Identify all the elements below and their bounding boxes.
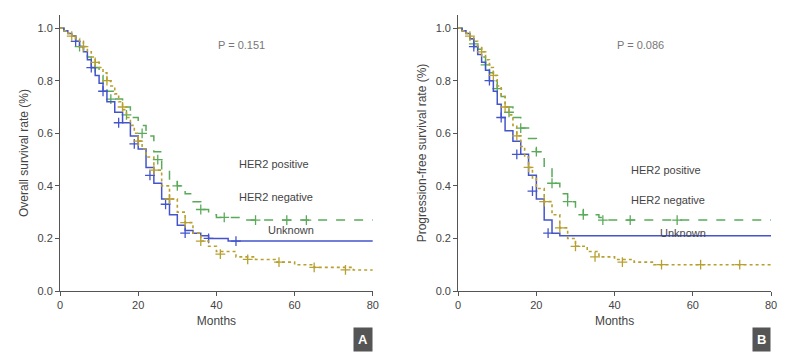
svg-text:B: B xyxy=(757,332,766,347)
svg-text:HER2 negative: HER2 negative xyxy=(631,194,705,206)
svg-text:0.8: 0.8 xyxy=(436,75,451,87)
svg-text:0: 0 xyxy=(57,299,63,311)
svg-text:Unknown: Unknown xyxy=(660,227,706,239)
svg-text:Progression-free survival rate: Progression-free survival rate (%) xyxy=(415,64,429,243)
svg-text:0.2: 0.2 xyxy=(38,232,53,244)
svg-text:HER2 negative: HER2 negative xyxy=(239,191,313,203)
svg-text:A: A xyxy=(358,332,368,347)
svg-text:20: 20 xyxy=(530,299,542,311)
svg-text:0.0: 0.0 xyxy=(38,285,53,297)
svg-text:Unknown: Unknown xyxy=(268,224,314,236)
svg-text:P = 0.151: P = 0.151 xyxy=(218,39,265,51)
svg-text:40: 40 xyxy=(608,299,620,311)
svg-text:60: 60 xyxy=(289,299,301,311)
svg-text:1.0: 1.0 xyxy=(38,22,53,34)
svg-text:Months: Months xyxy=(197,314,236,328)
svg-text:Months: Months xyxy=(595,314,634,328)
svg-text:40: 40 xyxy=(210,299,222,311)
svg-text:Overall survival rate (%): Overall survival rate (%) xyxy=(17,89,31,217)
svg-text:0.6: 0.6 xyxy=(436,127,451,139)
svg-text:HER2 positive: HER2 positive xyxy=(631,164,701,176)
svg-text:HER2 positive: HER2 positive xyxy=(239,158,309,170)
svg-text:60: 60 xyxy=(687,299,699,311)
svg-text:0.4: 0.4 xyxy=(436,180,451,192)
svg-text:80: 80 xyxy=(765,299,777,311)
svg-text:0.2: 0.2 xyxy=(436,232,451,244)
svg-text:0.8: 0.8 xyxy=(38,75,53,87)
svg-text:0.0: 0.0 xyxy=(436,285,451,297)
svg-text:P = 0.086: P = 0.086 xyxy=(617,39,664,51)
svg-text:20: 20 xyxy=(132,299,144,311)
svg-text:0.4: 0.4 xyxy=(38,180,53,192)
svg-text:0.6: 0.6 xyxy=(38,127,53,139)
svg-text:0: 0 xyxy=(455,299,461,311)
svg-text:80: 80 xyxy=(367,299,379,311)
svg-text:1.0: 1.0 xyxy=(436,22,451,34)
